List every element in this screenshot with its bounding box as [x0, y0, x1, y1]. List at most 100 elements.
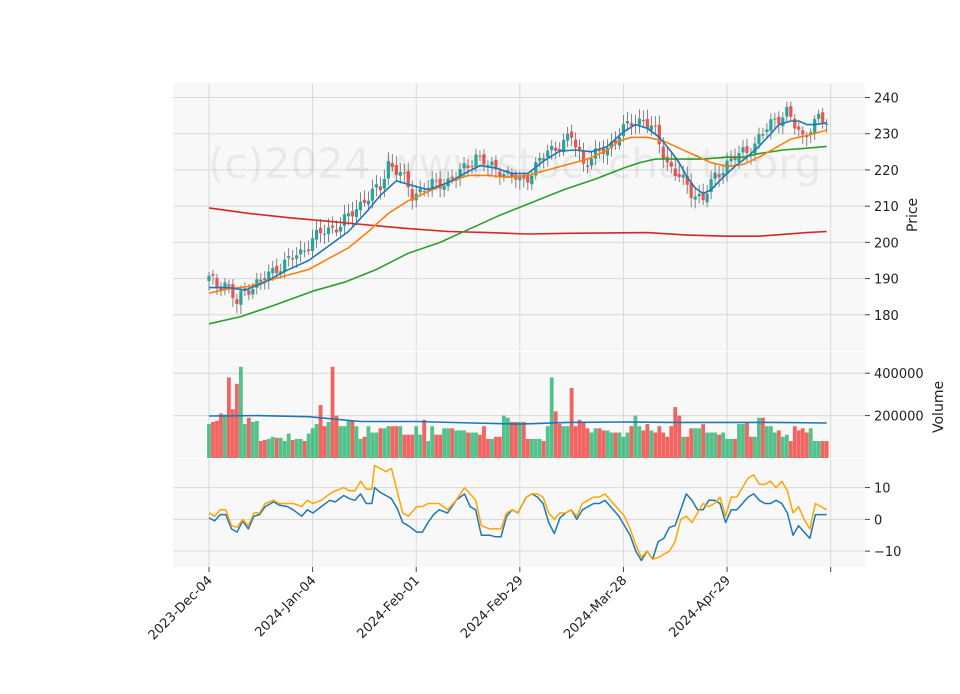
candle-up: [342, 214, 347, 226]
volume-bar: [254, 420, 259, 458]
candle-down: [235, 298, 239, 304]
candle-up: [681, 174, 685, 178]
candle-down: [227, 284, 231, 287]
candle-up: [542, 158, 546, 161]
chart-panels: [173, 83, 870, 572]
volume-bar: [242, 424, 247, 458]
volume-bar: [661, 432, 666, 458]
candle-up: [589, 158, 594, 166]
candle-down: [669, 161, 673, 167]
volume-bar: [605, 430, 610, 458]
candle-up: [398, 171, 402, 176]
candle-down: [291, 258, 295, 260]
volume-bar: [709, 432, 714, 458]
volume-bar: [565, 426, 570, 458]
volume-bar: [529, 438, 534, 458]
volume-bar: [637, 426, 642, 458]
volume-bar: [314, 424, 319, 458]
candle-down: [717, 174, 721, 178]
volume-bar: [374, 432, 379, 458]
candle-down: [350, 211, 355, 217]
candle-up: [259, 279, 263, 282]
x-tick-label: 2024-Mar-28: [561, 573, 630, 642]
volume-bar: [262, 439, 267, 458]
volume-bar: [334, 415, 339, 458]
volume-bar: [466, 432, 470, 458]
candle-down: [793, 118, 797, 129]
oscillator-tick-label: 10: [874, 482, 891, 497]
candle-up: [609, 142, 614, 149]
volume-bar: [788, 441, 793, 458]
candle-up: [251, 289, 255, 295]
volume-bar: [501, 415, 506, 458]
candle-down: [805, 135, 809, 138]
candle-down: [613, 140, 618, 144]
candle-down: [307, 249, 311, 251]
volume-bar: [737, 424, 741, 458]
candle-down: [211, 274, 215, 276]
candle-up: [303, 250, 307, 252]
volume-bar: [326, 421, 331, 458]
candle-up: [729, 158, 733, 162]
volume-bar: [577, 419, 582, 458]
volume-bar: [772, 432, 777, 458]
volume-bar: [406, 434, 411, 458]
candle-up: [311, 238, 315, 252]
volume-bar: [378, 428, 383, 458]
candle-up: [769, 119, 773, 131]
candle-up: [773, 118, 777, 120]
candle-up: [430, 178, 434, 188]
candle-up: [366, 200, 370, 205]
volume-bar: [350, 420, 355, 458]
volume-bar: [780, 436, 785, 458]
volume-tick-label: 200000: [874, 410, 924, 425]
volume-bar: [362, 436, 367, 458]
candle-up: [287, 256, 291, 258]
price-tick-label: 220: [874, 164, 899, 179]
candle-down: [470, 166, 474, 168]
volume-bar: [717, 434, 721, 458]
candle-up: [486, 165, 490, 167]
candle-down: [219, 286, 223, 291]
volume-tick-label: 400000: [874, 367, 924, 382]
volume-bar: [549, 377, 554, 458]
volume-bar: [685, 436, 690, 458]
volume-bar: [545, 426, 550, 458]
candle-up: [562, 139, 566, 153]
candle-down: [522, 176, 526, 179]
volume-bar: [338, 426, 343, 458]
volume-bar: [231, 409, 235, 458]
volume-bar: [238, 366, 243, 458]
volume-bar: [641, 430, 646, 458]
volume-bar: [366, 426, 371, 458]
volume-bar: [816, 441, 821, 458]
candle-down: [410, 189, 414, 201]
volume-bar: [553, 411, 558, 458]
candle-up: [817, 113, 821, 119]
volume-bar: [649, 430, 654, 458]
volume-bar: [462, 430, 466, 458]
volume-bar: [302, 441, 307, 458]
candle-down: [685, 175, 689, 185]
candle-up: [338, 226, 343, 232]
volume-bars: [207, 366, 829, 458]
volume-bar: [509, 421, 514, 458]
candle-down: [597, 149, 602, 151]
candle-down: [570, 131, 574, 138]
volume-bar: [258, 441, 263, 458]
volume-bar: [613, 432, 618, 458]
volume-bar: [250, 421, 255, 458]
volume-bar: [657, 426, 662, 458]
candle-up: [462, 163, 466, 169]
candle-up: [490, 161, 494, 166]
volume-bar: [824, 441, 829, 458]
candle-down: [526, 176, 530, 183]
price-tick-label: 180: [874, 309, 899, 324]
volume-bar: [410, 434, 415, 458]
volume-bar: [219, 413, 223, 458]
volume-bar: [761, 417, 765, 458]
volume-bar: [705, 432, 710, 458]
price-tick-label: 230: [874, 128, 899, 143]
volume-bar: [617, 432, 622, 458]
